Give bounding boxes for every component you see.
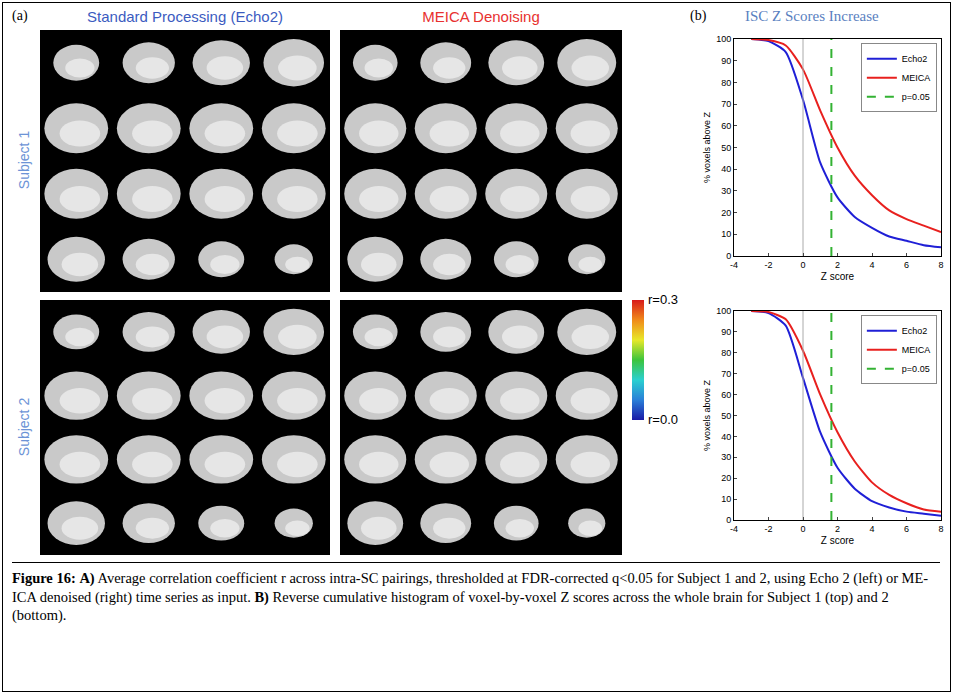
svg-text:30: 30: [721, 186, 731, 196]
svg-text:100: 100: [716, 34, 731, 44]
svg-text:20: 20: [721, 208, 731, 218]
svg-text:4: 4: [869, 260, 874, 270]
html-text:Subject 2: Subject 2: [16, 397, 32, 456]
svg-text:90: 90: [721, 327, 731, 337]
svg-text:2: 2: [835, 260, 840, 270]
svg-text:10: 10: [721, 494, 731, 504]
html-text:Figure 16: A) Average correlat: Figure 16: A) Average correlation coeffi…: [12, 570, 929, 624]
svg-text:4: 4: [869, 524, 874, 534]
svg-text:50: 50: [721, 143, 731, 153]
svg-text:% voxels above Z: % voxels above Z: [702, 379, 712, 451]
svg-text:90: 90: [721, 56, 731, 66]
svg-text:-2: -2: [764, 524, 772, 534]
html-text:r=0.3: r=0.3: [648, 292, 678, 307]
svg-text:50: 50: [721, 411, 731, 421]
html-text:Subject 1: Subject 1: [16, 130, 32, 190]
html-text:ISC Z Scores Increase: ISC Z Scores Increase: [745, 8, 879, 24]
svg-text:0: 0: [726, 251, 731, 261]
svg-text:Z score: Z score: [821, 535, 855, 546]
svg-text:80: 80: [721, 348, 731, 358]
svg-text:10: 10: [721, 229, 731, 239]
html-text:(a): (a): [12, 8, 28, 23]
html-text:Standard Processing (Echo2): Standard Processing (Echo2): [87, 8, 283, 25]
svg-text:-2: -2: [764, 260, 772, 270]
svg-text:60: 60: [721, 390, 731, 400]
svg-text:MEICA: MEICA: [902, 73, 931, 83]
svg-text:-4: -4: [730, 524, 738, 534]
svg-text:60: 60: [721, 121, 731, 131]
svg-text:30: 30: [721, 452, 731, 462]
svg-text:6: 6: [904, 260, 909, 270]
svg-text:40: 40: [721, 432, 731, 442]
svg-text:8: 8: [938, 524, 943, 534]
svg-text:MEICA: MEICA: [902, 345, 931, 355]
html-text:(b): (b): [690, 8, 707, 23]
svg-text:6: 6: [904, 524, 909, 534]
svg-text:p=0.05: p=0.05: [902, 92, 930, 102]
svg-text:0: 0: [800, 524, 805, 534]
html-text:MEICA Denoising: MEICA Denoising: [422, 8, 540, 25]
svg-text:0: 0: [726, 515, 731, 525]
svg-text:Echo2: Echo2: [902, 54, 928, 64]
svg-text:% voxels above Z: % voxels above Z: [702, 111, 712, 183]
svg-text:70: 70: [721, 369, 731, 379]
svg-text:0: 0: [800, 260, 805, 270]
svg-text:100: 100: [716, 306, 731, 316]
svg-text:Z score: Z score: [821, 271, 855, 282]
svg-text:p=0.05: p=0.05: [902, 364, 930, 374]
svg-text:20: 20: [721, 473, 731, 483]
html-text:r=0.0: r=0.0: [648, 412, 678, 427]
svg-text:2: 2: [835, 524, 840, 534]
svg-text:70: 70: [721, 99, 731, 109]
svg-text:Echo2: Echo2: [902, 326, 928, 336]
svg-text:8: 8: [938, 260, 943, 270]
svg-text:40: 40: [721, 164, 731, 174]
svg-text:80: 80: [721, 78, 731, 88]
svg-text:-4: -4: [730, 260, 738, 270]
